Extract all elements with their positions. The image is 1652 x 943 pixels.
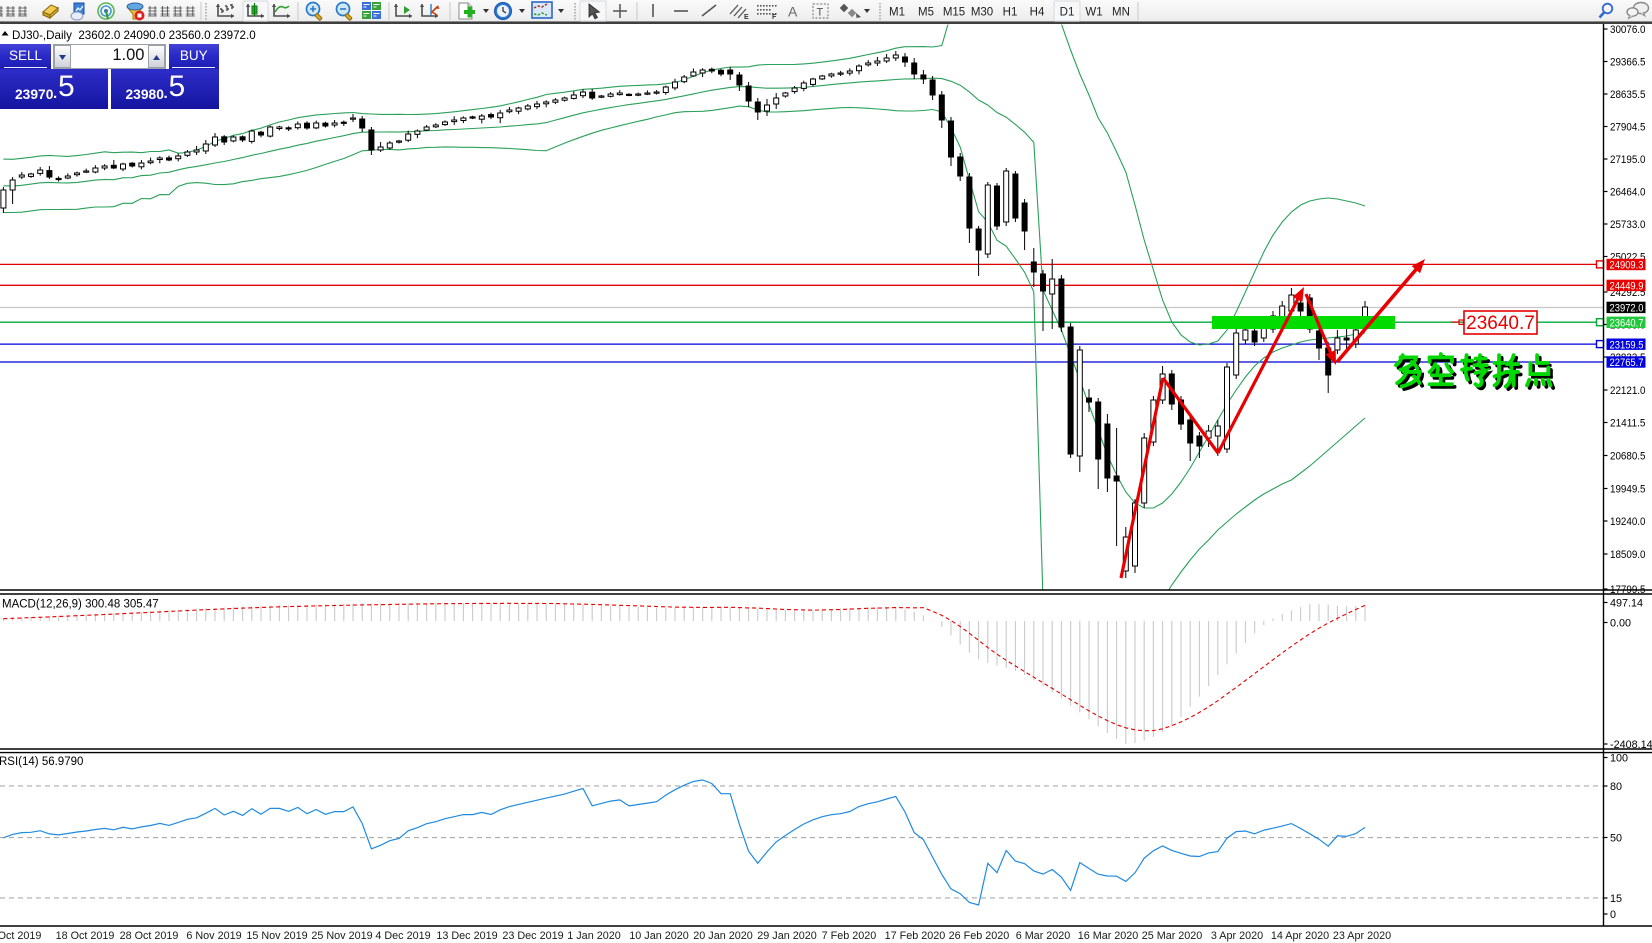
svg-text:50: 50 (1610, 833, 1622, 845)
svg-text:13 Dec 2019: 13 Dec 2019 (436, 930, 497, 942)
svg-text:25 Nov 2019: 25 Nov 2019 (311, 930, 372, 942)
svg-text:23 Apr 2020: 23 Apr 2020 (1333, 930, 1391, 942)
svg-text:18 Oct 2019: 18 Oct 2019 (56, 930, 115, 942)
svg-text:3 Apr 2020: 3 Apr 2020 (1211, 930, 1263, 942)
svg-text:22121.0: 22121.0 (1610, 385, 1646, 397)
svg-text:29366.5: 29366.5 (1610, 57, 1646, 69)
svg-text:19949.5: 19949.5 (1610, 484, 1646, 496)
svg-text:0: 0 (1610, 909, 1616, 921)
svg-text:26 Feb 2020: 26 Feb 2020 (949, 930, 1010, 942)
svg-text:25 Mar 2020: 25 Mar 2020 (1142, 930, 1203, 942)
svg-text:H1: H1 (1003, 7, 1018, 19)
svg-text:9 Oct 2019: 9 Oct 2019 (0, 930, 41, 942)
svg-text:F: F (772, 14, 777, 21)
svg-text:6 Mar 2020: 6 Mar 2020 (1016, 930, 1071, 942)
svg-text:20680.5: 20680.5 (1610, 451, 1646, 463)
svg-text:6 Nov 2019: 6 Nov 2019 (186, 930, 241, 942)
svg-text:23972.0: 23972.0 (1610, 303, 1644, 315)
svg-text:D1: D1 (1060, 7, 1075, 19)
svg-text:A: A (788, 4, 798, 20)
svg-text:28 Oct 2019: 28 Oct 2019 (120, 930, 179, 942)
svg-text:27195.0: 27195.0 (1610, 154, 1646, 166)
svg-text:18509.0: 18509.0 (1610, 549, 1646, 561)
svg-text:29 Jan 2020: 29 Jan 2020 (757, 930, 816, 942)
svg-text:MACD(12,26,9) 300.48 305.47: MACD(12,26,9) 300.48 305.47 (2, 599, 159, 611)
svg-text:W1: W1 (1085, 7, 1102, 19)
svg-text:4 Dec 2019: 4 Dec 2019 (375, 930, 430, 942)
svg-text:14 Apr 2020: 14 Apr 2020 (1271, 930, 1329, 942)
svg-text:0.00: 0.00 (1610, 618, 1631, 630)
svg-text:M1: M1 (889, 7, 905, 19)
svg-text:19240.0: 19240.0 (1610, 516, 1646, 528)
svg-text:23 Dec 2019: 23 Dec 2019 (502, 930, 563, 942)
svg-text:497.14: 497.14 (1610, 598, 1643, 610)
svg-text:24449.9: 24449.9 (1610, 281, 1644, 293)
svg-text:30076.0: 30076.0 (1610, 24, 1646, 36)
svg-text:1 Jan 2020: 1 Jan 2020 (567, 930, 620, 942)
svg-text:MN: MN (1112, 7, 1130, 19)
svg-text:17 Feb 2020: 17 Feb 2020 (885, 930, 946, 942)
svg-text:21411.5: 21411.5 (1610, 418, 1646, 430)
svg-text:28635.5: 28635.5 (1610, 89, 1646, 101)
svg-text:23640.7: 23640.7 (1610, 317, 1644, 329)
svg-text:10 Jan 2020: 10 Jan 2020 (629, 930, 688, 942)
svg-text:23159.5: 23159.5 (1610, 339, 1644, 351)
svg-text:23640.7: 23640.7 (1466, 313, 1535, 334)
svg-text:100: 100 (1610, 753, 1628, 765)
svg-text:H4: H4 (1030, 7, 1045, 19)
svg-text:M5: M5 (918, 7, 934, 19)
svg-text:17799.5: 17799.5 (1610, 584, 1646, 596)
svg-text:DJ30-,Daily 23602.0 24090.0 2: DJ30-,Daily 23602.0 24090.0 23560.0 2397… (12, 29, 256, 42)
svg-text:7 Feb 2020: 7 Feb 2020 (822, 930, 877, 942)
svg-text:-2408.14: -2408.14 (1610, 739, 1652, 751)
svg-text:T: T (817, 7, 824, 19)
svg-text:24909.3: 24909.3 (1610, 260, 1644, 272)
svg-text:15: 15 (1610, 893, 1622, 905)
svg-text:80: 80 (1610, 781, 1622, 793)
svg-text:22765.7: 22765.7 (1610, 357, 1644, 369)
svg-text:26464.0: 26464.0 (1610, 187, 1646, 199)
svg-text:25733.0: 25733.0 (1610, 219, 1646, 231)
svg-text:16 Mar 2020: 16 Mar 2020 (1078, 930, 1139, 942)
svg-text:RSI(14) 56.9790: RSI(14) 56.9790 (0, 756, 83, 768)
svg-text:M15: M15 (943, 7, 965, 19)
svg-text:M30: M30 (971, 7, 993, 19)
svg-text:27904.5: 27904.5 (1610, 122, 1646, 134)
svg-text:20 Jan 2020: 20 Jan 2020 (693, 930, 752, 942)
svg-text:15 Nov 2019: 15 Nov 2019 (246, 930, 307, 942)
svg-text:E: E (744, 14, 749, 21)
